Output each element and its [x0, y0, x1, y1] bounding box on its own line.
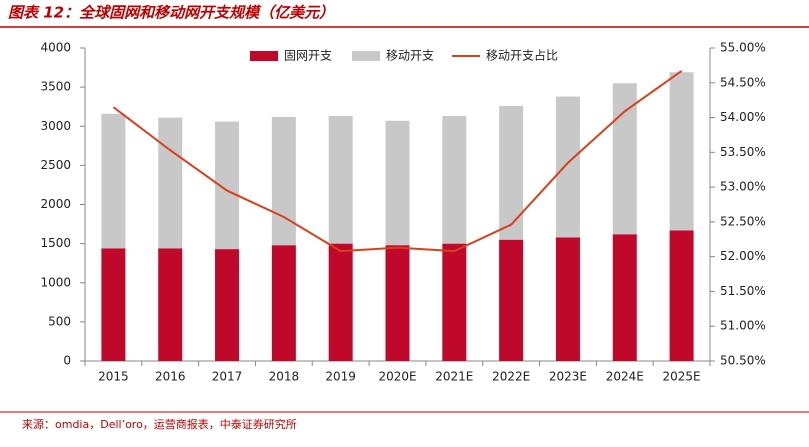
x-tick-label: 2017 — [212, 370, 243, 384]
x-tick-label: 2023E — [549, 370, 587, 384]
chart-title: 图表 12：全球固网和移动网开支规模（亿美元） — [8, 4, 334, 22]
y-tick-label: 0 — [63, 354, 71, 368]
y-tick-label: 3000 — [40, 119, 71, 133]
y-tick-label: 3500 — [40, 80, 71, 94]
y2-tick-label: 53.00% — [720, 180, 766, 194]
bar — [669, 230, 694, 361]
bar — [271, 245, 296, 361]
bar — [499, 239, 524, 361]
bar — [385, 245, 410, 361]
y2-tick-label: 52.50% — [720, 214, 766, 228]
bar — [612, 234, 637, 361]
line — [112, 70, 683, 253]
y-tick-label: 2500 — [40, 158, 71, 172]
y2-tick-label: 52.00% — [720, 249, 766, 263]
y2-tick-label: 51.00% — [720, 319, 766, 333]
bar — [328, 116, 353, 244]
bar — [669, 72, 694, 231]
source-note: 来源：omdia，Dell’oro，运营商报表，中泰证券研究所 — [22, 417, 297, 431]
legend-label: 移动开支 — [386, 49, 434, 63]
bar — [271, 116, 296, 246]
bar — [101, 248, 126, 361]
bar — [612, 83, 637, 235]
bar — [442, 243, 467, 361]
bar — [555, 96, 580, 238]
bar — [555, 237, 580, 361]
y2-tick-label: 54.50% — [720, 75, 766, 89]
y2-tick-label: 51.50% — [720, 284, 766, 298]
y2-tick-label: 54.00% — [720, 110, 766, 124]
x-tick-label: 2021E — [435, 370, 473, 384]
x-tick-label: 2025E — [663, 370, 701, 384]
y-tick-label: 2000 — [40, 197, 71, 211]
x-tick-label: 2015 — [98, 370, 129, 384]
y2-tick-label: 53.50% — [720, 145, 766, 159]
y-tick-label: 4000 — [40, 41, 71, 55]
y-tick-label: 500 — [48, 314, 71, 328]
y-tick-label: 1000 — [40, 275, 71, 289]
bar — [499, 105, 524, 240]
x-tick-label: 2022E — [492, 370, 530, 384]
x-tick-label: 2019 — [325, 370, 356, 384]
bar — [158, 248, 183, 361]
x-tick-label: 2016 — [155, 370, 186, 384]
y-tick-label: 1500 — [40, 236, 71, 250]
bar — [328, 243, 353, 361]
bar — [101, 113, 126, 249]
x-tick-label: 2018 — [269, 370, 300, 384]
bar — [442, 116, 467, 244]
bar — [385, 120, 410, 246]
legend-label: 固网开支 — [284, 49, 332, 63]
legend-swatch — [250, 51, 278, 61]
x-tick-label: 2024E — [606, 370, 644, 384]
x-tick-label: 2020E — [378, 370, 416, 384]
bar — [215, 249, 240, 361]
bar — [158, 117, 183, 249]
y2-tick-label: 50.50% — [720, 354, 766, 368]
legend-swatch — [352, 51, 380, 61]
y2-tick-label: 55.00% — [720, 41, 766, 55]
legend-label: 移动开支占比 — [486, 48, 558, 63]
